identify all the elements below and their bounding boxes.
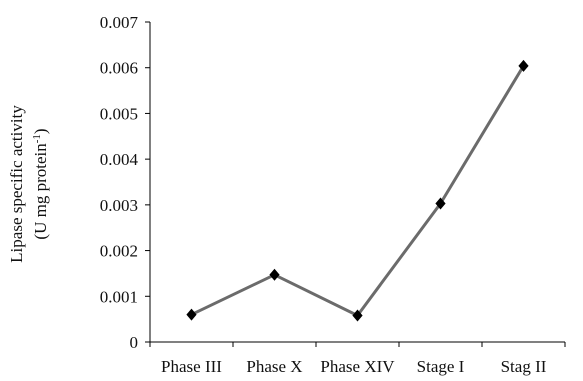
y-axis-title-line2: (U mg protein-1) (31, 128, 50, 239)
y-tick-label: 0.001 (100, 287, 138, 306)
x-tick-label: Phase III (161, 357, 222, 376)
x-tick-label: Stag II (501, 357, 547, 376)
y-tick-label: 0.003 (100, 196, 138, 215)
data-point-marker (269, 269, 279, 281)
x-tick-label: Stage I (417, 357, 465, 376)
series-line (192, 66, 524, 316)
y-axis-ticks: 0 0.001 0.002 0.003 0.004 0.005 0.006 0.007 (100, 13, 150, 352)
y-axis-title-line1: Lipase specific activity (7, 105, 26, 263)
y-tick-label: 0.007 (100, 13, 139, 32)
y-tick-label: 0.002 (100, 242, 138, 261)
series-group (186, 60, 528, 322)
y-tick-label: 0.004 (100, 150, 139, 169)
x-tick-label: Phase XIV (320, 357, 395, 376)
data-point-marker (186, 309, 196, 321)
y-tick-label: 0.006 (100, 59, 138, 78)
y-tick-label: 0 (130, 333, 139, 352)
y-tick-label: 0.005 (100, 104, 138, 123)
x-axis-ticks: Phase III Phase X Phase XIV Stage I Stag II (150, 342, 565, 376)
x-tick-label: Phase X (246, 357, 302, 376)
